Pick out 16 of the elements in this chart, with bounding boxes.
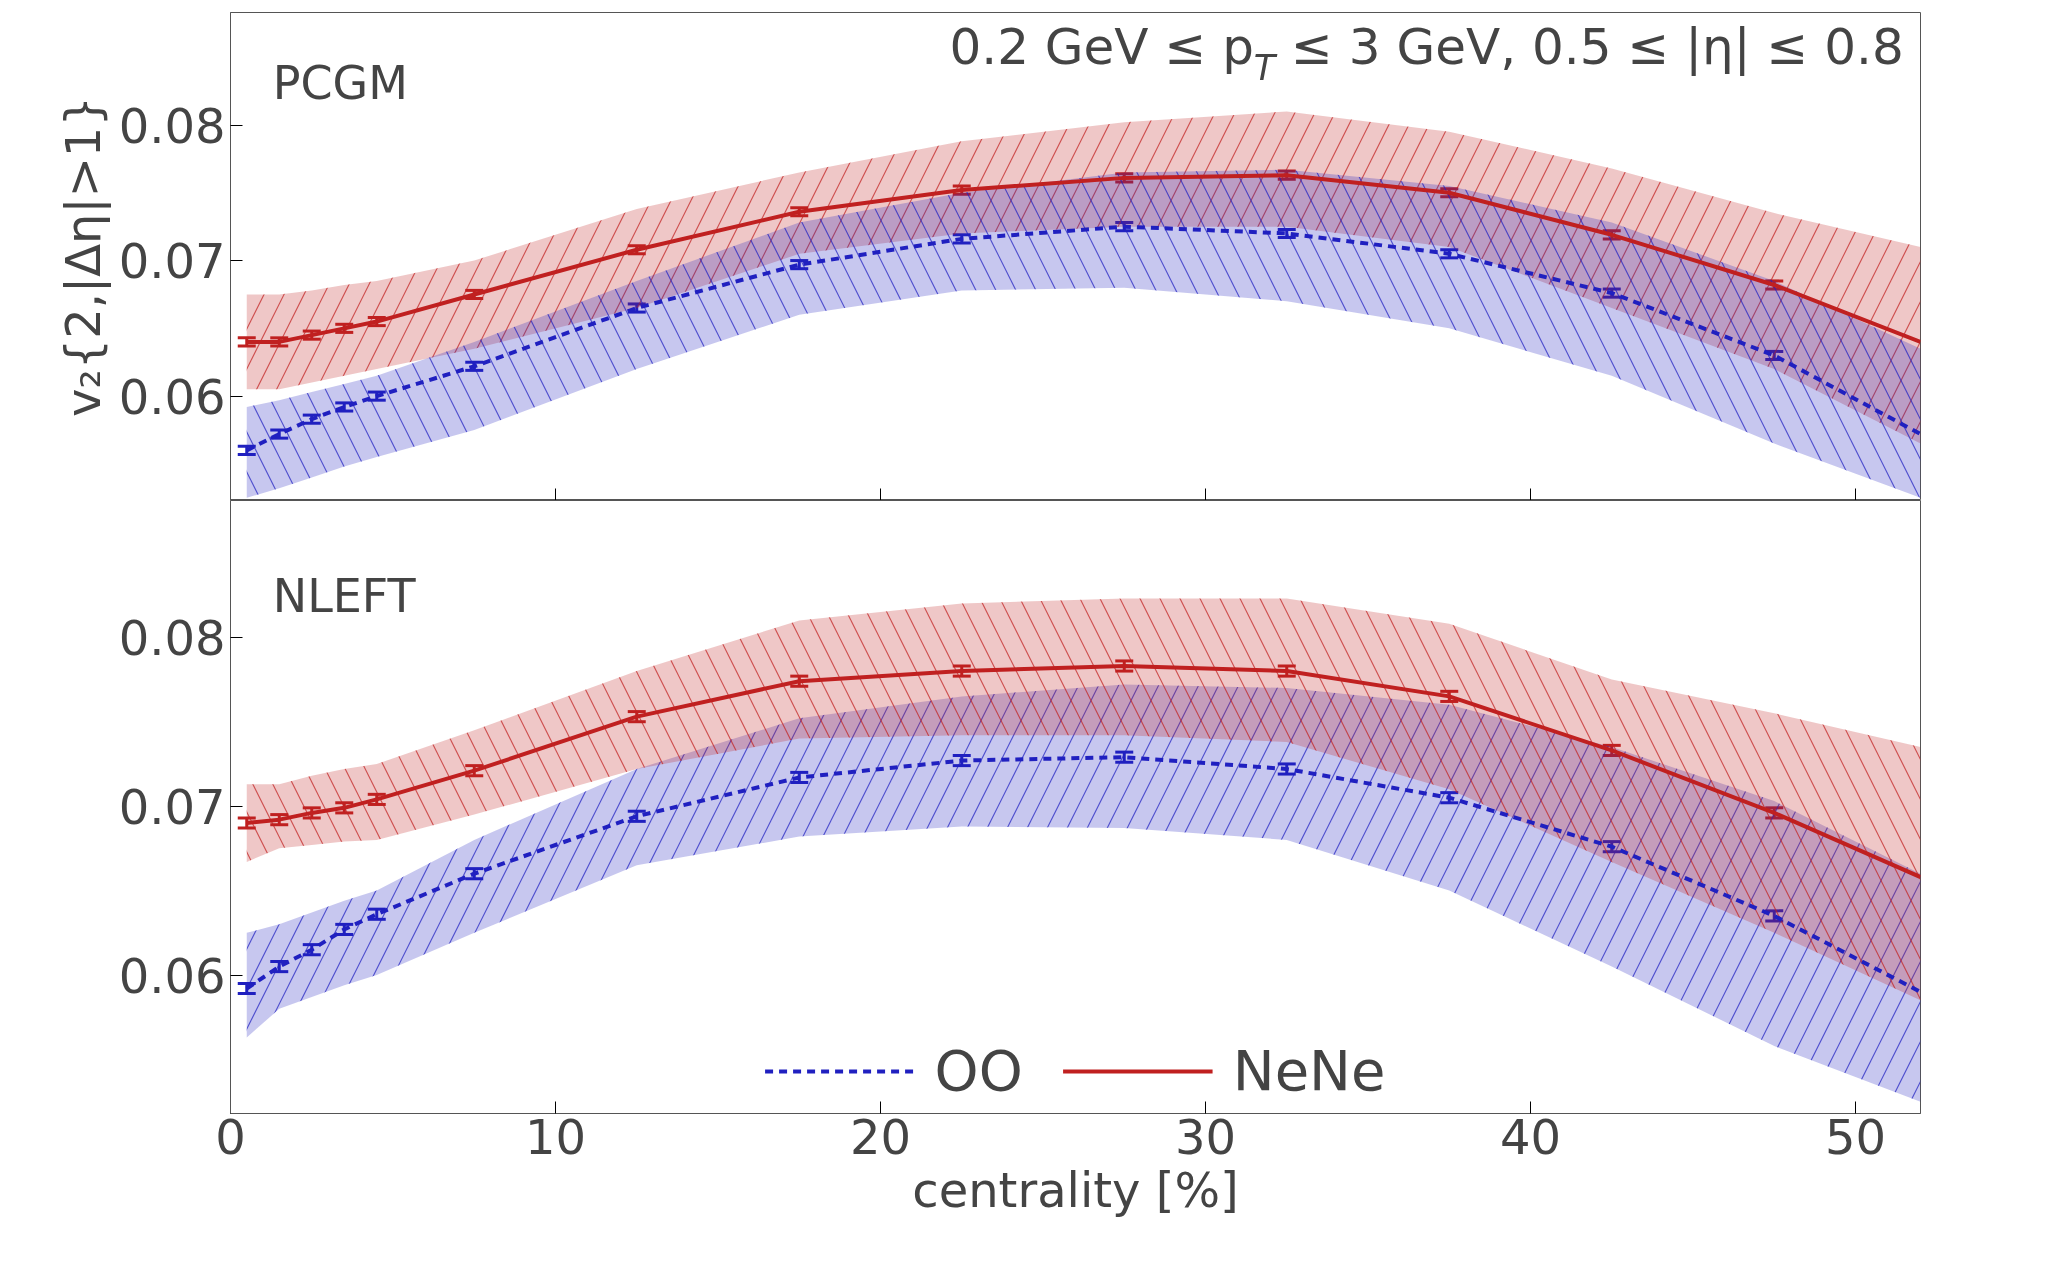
y-tick-label: 0.07 (118, 233, 226, 290)
x-tick-label: 0 (215, 1108, 246, 1165)
y-tick-label: 0.06 (118, 368, 226, 425)
annotation: NLEFT (272, 569, 417, 624)
x-tick-label: 40 (1499, 1108, 1562, 1165)
legend-label: OO (934, 1038, 1023, 1103)
y-tick-label: 0.08 (118, 609, 226, 666)
y-tick-label: 0.06 (118, 947, 226, 1004)
x-tick-label: 20 (849, 1108, 912, 1165)
y-axis-title: v₂{2,|Δη|>1} (54, 96, 111, 417)
x-tick-label: 10 (524, 1108, 587, 1165)
annotation: PCGM (272, 56, 408, 111)
legend-label: NeNe (1232, 1038, 1386, 1103)
y-tick-label: 0.07 (118, 778, 226, 835)
y-tick-label: 0.08 (118, 97, 226, 154)
x-tick-label: 50 (1824, 1108, 1887, 1165)
